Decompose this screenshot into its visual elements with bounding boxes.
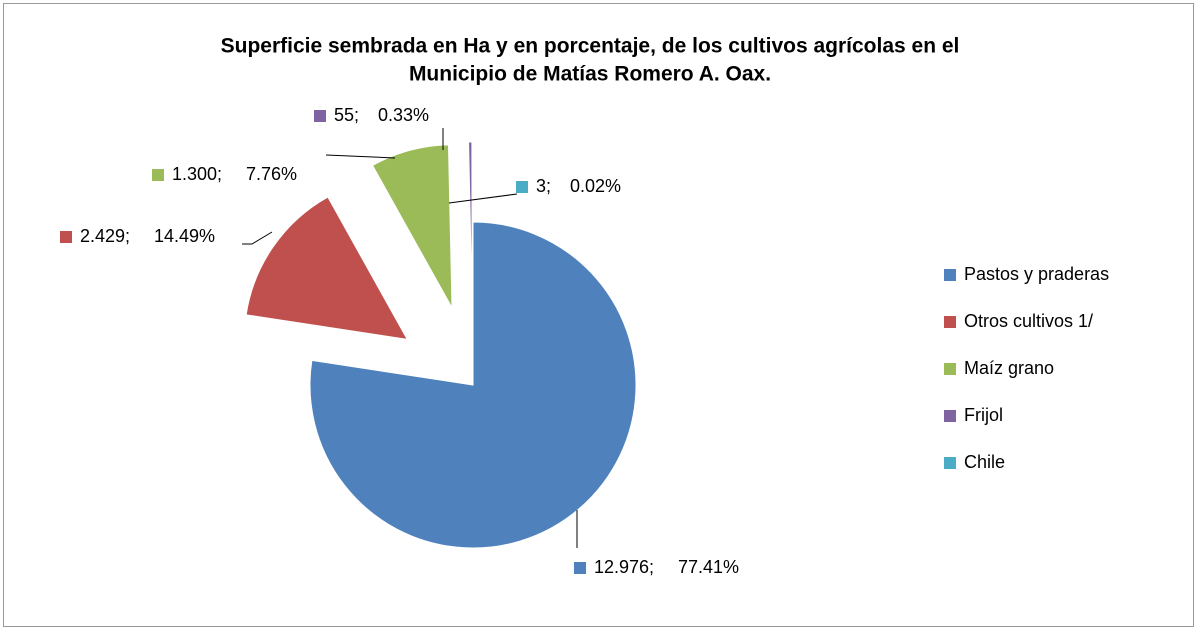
legend-swatch <box>944 410 956 422</box>
leader-line <box>242 231 273 245</box>
data-label: 77.41% <box>678 557 739 577</box>
label-swatch <box>516 181 528 193</box>
legend-swatch <box>944 457 956 469</box>
data-label: 55; <box>334 105 359 125</box>
leader-line <box>325 154 396 159</box>
legend-swatch <box>944 316 956 328</box>
label-swatch <box>152 169 164 181</box>
legend-label: Otros cultivos 1/ <box>964 311 1093 331</box>
label-swatch <box>314 110 326 122</box>
legend-label: Pastos y praderas <box>964 264 1109 284</box>
data-label: 0.33% <box>378 105 429 125</box>
legend-label: Chile <box>964 452 1005 472</box>
data-label: 14.49% <box>154 226 215 246</box>
legend-swatch <box>944 363 956 375</box>
legend-label: Frijol <box>964 405 1003 425</box>
data-label: 2.429; <box>80 226 130 246</box>
pie-slice <box>468 141 473 306</box>
pie-slice <box>245 196 409 341</box>
label-swatch <box>574 562 586 574</box>
pie-slice <box>371 144 453 309</box>
legend-label: Maíz grano <box>964 358 1054 378</box>
data-label: 12.976; <box>594 557 654 577</box>
data-label: 7.76% <box>246 164 297 184</box>
data-label: 1.300; <box>172 164 222 184</box>
leader-line <box>448 193 518 204</box>
data-label: 3; <box>536 176 551 196</box>
pie-slice <box>309 221 637 549</box>
chart-title: Superficie sembrada en Ha y en porcentaj… <box>221 35 960 58</box>
chart-title: Municipio de Matías Romero A. Oax. <box>409 63 771 86</box>
legend-swatch <box>944 269 956 281</box>
label-swatch <box>60 231 72 243</box>
data-label: 0.02% <box>570 176 621 196</box>
